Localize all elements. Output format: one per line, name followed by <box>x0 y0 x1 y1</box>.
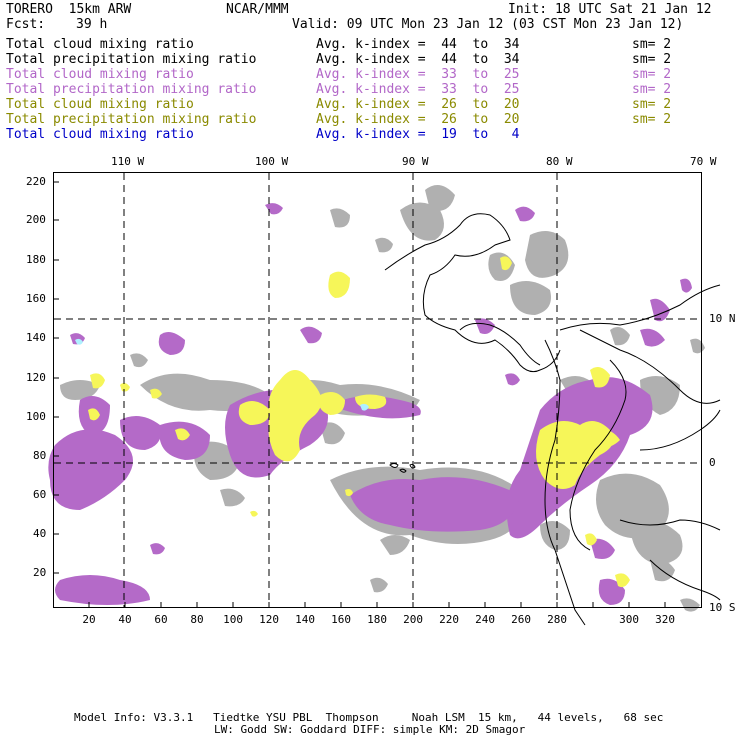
y-tick-180: 180 <box>26 253 46 266</box>
legend-field-1: Total cloud mixing ratio <box>6 37 194 52</box>
x-tick-320: 320 <box>655 613 675 626</box>
legend-sm-1: sm= 2 <box>632 37 672 52</box>
x-tick-300: 300 <box>619 613 639 626</box>
map-frame <box>53 172 702 608</box>
legend-range-1: Avg. k-index = 44 to 34 <box>316 37 520 52</box>
cyan-cloud-areas <box>75 338 369 411</box>
x-tick-160: 160 <box>331 613 351 626</box>
x-tick-180: 180 <box>367 613 387 626</box>
lon-label-70w: 70 W <box>690 155 717 168</box>
lat-label-0: 0 <box>709 456 716 469</box>
legend-field-4: Total precipitation mixing ratio <box>6 82 257 97</box>
fcst-value: 39 h <box>76 17 108 32</box>
lon-label-80w: 80 W <box>546 155 573 168</box>
legend-sm-2: sm= 2 <box>632 52 672 67</box>
legend-sm-3: sm= 2 <box>632 67 672 82</box>
axis-ticks <box>54 181 666 607</box>
y-tick-140: 140 <box>26 331 46 344</box>
y-tick-20: 20 <box>33 566 47 579</box>
legend-sm-4: sm= 2 <box>632 82 672 97</box>
y-tick-160: 160 <box>26 292 46 305</box>
y-tick-220: 220 <box>26 175 46 188</box>
x-tick-200: 200 <box>403 613 423 626</box>
legend-sm-6: sm= 2 <box>632 112 672 127</box>
y-tick-120: 120 <box>26 371 46 384</box>
lat-label-10n: 10 N <box>709 312 736 325</box>
lat-lon-grid <box>54 173 701 607</box>
y-tick-200: 200 <box>26 213 46 226</box>
y-tick-100: 100 <box>26 410 46 423</box>
legend-range-5: Avg. k-index = 26 to 20 <box>316 97 520 112</box>
x-tick-40: 40 <box>118 613 132 626</box>
legend-field-7: Total cloud mixing ratio <box>6 127 194 142</box>
init-time: Init: 18 UTC Sat 21 Jan 12 <box>508 2 712 17</box>
lon-label-110w: 110 W <box>111 155 145 168</box>
legend-range-2: Avg. k-index = 44 to 34 <box>316 52 520 67</box>
x-tick-280: 280 <box>547 613 567 626</box>
x-tick-260: 260 <box>511 613 531 626</box>
model-name: TORERO 15km ARW <box>6 2 132 17</box>
x-tick-20: 20 <box>82 613 96 626</box>
legend-sm-5: sm= 2 <box>632 97 672 112</box>
y-tick-80: 80 <box>33 449 47 462</box>
legend-field-6: Total precipitation mixing ratio <box>6 112 257 127</box>
legend-field-2: Total precipitation mixing ratio <box>6 52 257 67</box>
legend-field-3: Total cloud mixing ratio <box>6 67 194 82</box>
model-info: Model Info: V3.3.1 Tiedtke YSU PBL Thomp… <box>74 711 664 724</box>
x-tick-100: 100 <box>223 613 243 626</box>
legend-range-7: Avg. k-index = 19 to 4 <box>316 127 520 142</box>
y-tick-40: 40 <box>33 527 47 540</box>
coastlines <box>384 213 721 626</box>
lat-label-10s: 10 S <box>709 601 736 614</box>
center-name: NCAR/MMM <box>226 2 289 17</box>
x-tick-80: 80 <box>190 613 204 626</box>
x-tick-240: 240 <box>475 613 495 626</box>
valid-time: Valid: 09 UTC Mon 23 Jan 12 (03 CST Mon … <box>292 17 684 32</box>
lon-label-100w: 100 W <box>255 155 289 168</box>
legend-range-4: Avg. k-index = 33 to 25 <box>316 82 520 97</box>
legend-field-5: Total cloud mixing ratio <box>6 97 194 112</box>
legend-range-3: Avg. k-index = 33 to 25 <box>316 67 520 82</box>
y-tick-60: 60 <box>33 488 47 501</box>
lon-label-90w: 90 W <box>402 155 429 168</box>
fcst-label: Fcst: <box>6 17 46 32</box>
x-tick-220: 220 <box>439 613 459 626</box>
x-tick-60: 60 <box>154 613 168 626</box>
x-tick-140: 140 <box>295 613 315 626</box>
legend-range-6: Avg. k-index = 26 to 20 <box>316 112 520 127</box>
physics-info: LW: Godd SW: Goddard DIFF: simple KM: 2D… <box>214 723 526 736</box>
x-tick-120: 120 <box>259 613 279 626</box>
